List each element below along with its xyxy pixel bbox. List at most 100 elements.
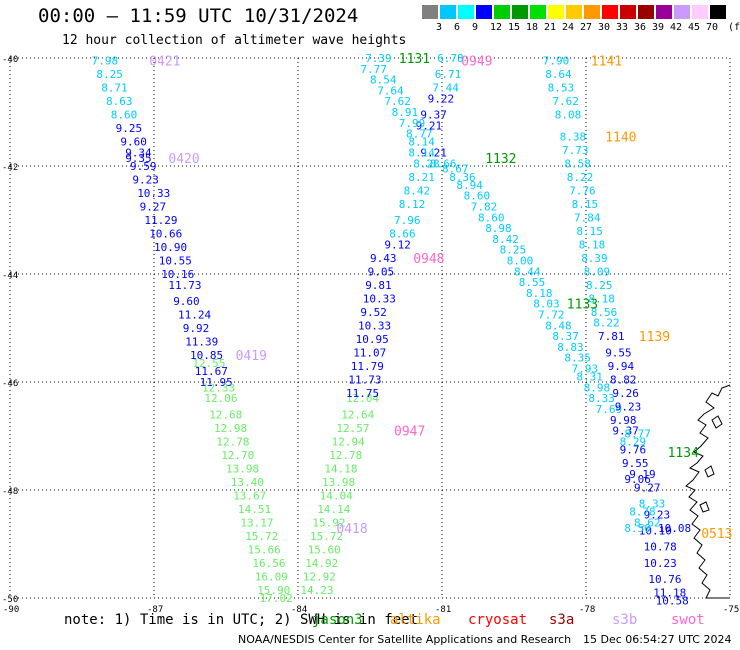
wave-height-label: 9.81 — [365, 279, 392, 292]
wave-height-label: 12.06 — [204, 392, 237, 405]
wave-height-label: 7.90 — [543, 55, 570, 68]
wave-height-label: 6.71 — [435, 68, 462, 81]
wave-height-label: 13.98 — [322, 476, 355, 489]
wave-height-label: 7.64 — [377, 84, 404, 97]
wave-height-label: 14.92 — [305, 557, 338, 570]
wave-height-label: 9.12 — [384, 238, 411, 251]
wave-height-label: 12.78 — [329, 449, 362, 462]
wave-height-label: 10.58 — [656, 595, 689, 608]
wave-height-label: 7.93 — [572, 363, 599, 376]
wave-height-label: 6.78 — [437, 52, 464, 65]
legend-swatch — [638, 5, 654, 19]
mission-s3b: s3b — [612, 612, 638, 628]
legend-label: 15 — [508, 22, 521, 33]
wave-height-label: 9.34 — [125, 147, 152, 160]
wave-height-label: 10.33 — [363, 292, 396, 305]
wave-height-label: 8.71 — [101, 82, 128, 95]
lat-label: -44 — [2, 271, 18, 281]
wave-height-label: 8.94 — [456, 179, 483, 192]
wave-height-label: 9.37 — [420, 109, 447, 122]
wave-height-label: 8.36 — [449, 171, 476, 184]
wave-height-label: 9.19 — [629, 468, 656, 481]
wave-height-label: 8.37 — [552, 330, 579, 343]
pass-time-label: 0421 — [149, 55, 180, 70]
wave-height-label: 7.82 — [471, 201, 498, 214]
wave-height-label: 11.67 — [195, 365, 228, 378]
wave-height-label: 8.98 — [485, 222, 512, 235]
wave-height-label: 7.81 — [598, 330, 625, 343]
wave-height-label: 7.39 — [365, 52, 392, 65]
wave-height-label: 7.84 — [574, 211, 601, 224]
wave-height-label: 11.95 — [200, 376, 233, 389]
legend-swatch — [494, 5, 510, 19]
mission-jason3: jason3 — [312, 612, 363, 628]
wave-height-label: 8.28 — [413, 157, 440, 170]
pass-time-label: 1139 — [639, 330, 670, 345]
wave-height-label: 9.21 — [416, 120, 443, 133]
wave-height-label: 9.60 — [173, 295, 200, 308]
wave-height-label: 14.51 — [238, 503, 271, 516]
wave-height-label: 10.85 — [190, 349, 223, 362]
wave-height-label: 14.23 — [300, 584, 333, 597]
wave-height-label: 10.90 — [154, 241, 187, 254]
wave-height-label: 8.67 — [442, 163, 469, 176]
wave-height-label: 16.56 — [252, 557, 285, 570]
wave-height-label: 8.00 — [507, 255, 534, 268]
wave-height-label: 8.38 — [560, 130, 587, 143]
wave-height-label: 7.62 — [384, 95, 411, 108]
legend-swatch — [422, 5, 438, 19]
wave-height-label: 14.04 — [320, 489, 353, 502]
legend-label: 30 — [598, 22, 611, 33]
legend-label: 27 — [580, 22, 593, 33]
wave-height-label: 8.60 — [478, 211, 505, 224]
graticule — [9, 57, 731, 599]
wave-height-label: 14.18 — [324, 462, 357, 475]
wave-height-label: 8.77 — [624, 427, 651, 440]
wave-height-label: 8.14 — [408, 136, 435, 149]
legend-label: 21 — [544, 22, 557, 33]
wave-height-label: 10.33 — [358, 319, 391, 332]
wave-height-label: 8.22 — [593, 317, 620, 330]
legend-unit: (ft) — [728, 22, 740, 33]
wave-height-label: 8.15 — [576, 225, 603, 238]
legend-swatch — [584, 5, 600, 19]
wave-height-label: 9.23 — [132, 174, 159, 187]
lat-label: -48 — [2, 487, 18, 497]
wave-height-label: 8.50 — [624, 522, 651, 535]
wave-height-label: 7.44 — [432, 82, 459, 95]
pass-time-label: 0947 — [394, 425, 425, 440]
pass-time-label: 0420 — [168, 152, 199, 167]
wave-height-label: 7.96 — [394, 214, 421, 227]
legend-swatch — [710, 5, 726, 19]
wave-height-label: 17.02 — [260, 592, 293, 605]
wave-height-label: 8.60 — [464, 190, 491, 203]
wave-height-label: 12.55 — [192, 357, 225, 370]
wave-height-label: 10.08 — [658, 522, 691, 535]
legend-label: 70 — [706, 22, 719, 33]
legend-swatch — [530, 5, 546, 19]
pass-time-label: 0418 — [336, 522, 367, 537]
legend-label: 3 — [436, 22, 443, 33]
wave-height-label: 8.22 — [567, 171, 594, 184]
wave-height-label: 8.18 — [579, 238, 606, 251]
wave-height-label: 7.77 — [360, 63, 387, 76]
wave-height-label: 7.62 — [552, 95, 579, 108]
wave-height-label: 13.40 — [231, 476, 264, 489]
legend-swatch — [674, 5, 690, 19]
wave-height-label: 8.58 — [564, 157, 591, 170]
wave-height-label: 8.98 — [584, 381, 611, 394]
legend-label: 18 — [526, 22, 539, 33]
wave-height-label: 13.98 — [226, 462, 259, 475]
wave-height-label: 8.33 — [639, 498, 666, 511]
pass-time-label: 1134 — [668, 446, 699, 461]
wave-height-label: 8.64 — [545, 68, 572, 81]
wave-height-label: 8.14 — [408, 147, 435, 160]
legend-label: 33 — [616, 22, 629, 33]
wave-height-label: 8.54 — [370, 74, 397, 87]
wave-height-label: 7.72 — [538, 309, 565, 322]
wave-height-label: 12.64 — [341, 408, 374, 421]
footer-note: note: 1) Time is in UTC; 2) SWH is in fe… — [64, 612, 419, 628]
wave-height-label: 12.98 — [214, 422, 247, 435]
generation-timestamp: 15 Dec 06:54:27 UTC 2024 — [583, 633, 732, 646]
legend-swatch — [458, 5, 474, 19]
